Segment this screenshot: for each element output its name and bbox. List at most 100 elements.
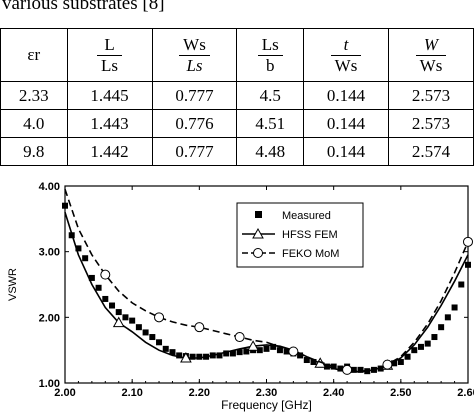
measured-point	[122, 314, 129, 321]
measured-point	[149, 334, 156, 341]
measured-point	[438, 324, 445, 331]
header-ls-over-b: Ls b	[236, 28, 305, 82]
table-caption: various substrates [8]	[2, 0, 165, 14]
measured-point	[189, 353, 196, 360]
table-cell: 0.777	[151, 137, 238, 166]
feko-mom-line	[64, 189, 469, 373]
measured-point	[109, 302, 116, 309]
measured-point	[303, 357, 310, 364]
measured-point	[82, 255, 89, 262]
y-tick-label: 4.00	[39, 181, 60, 193]
table-header-row: εr L Ls Ws Ls Ls b t Ws W Ws	[0, 28, 474, 82]
table-cell: 0.144	[303, 109, 389, 138]
measured-point	[391, 360, 398, 367]
measured-point	[162, 345, 169, 352]
measured-point	[404, 353, 411, 360]
header-t-over-ws: t Ws	[303, 28, 389, 82]
y-tick-label: 3.00	[39, 247, 60, 259]
measured-point	[263, 345, 270, 352]
table-cell: 1.443	[66, 109, 153, 138]
hfss-fem-marker	[247, 340, 259, 351]
parameters-table: εr L Ls Ws Ls Ls b t Ws W Ws 2.33 1.445 0.777…	[0, 28, 474, 166]
feko-mom-marker	[100, 269, 111, 280]
table-cell: 2.573	[387, 109, 474, 138]
measured-point	[297, 352, 304, 359]
feko-mom-marker	[154, 312, 165, 323]
axis-ticks: 2.002.102.202.302.402.502.601.002.003.00…	[39, 181, 474, 399]
header-l-over-ls: L Ls	[66, 28, 153, 82]
x-tick-label: 2.20	[189, 387, 210, 399]
measured-point	[270, 343, 277, 350]
x-tick-label: 2.10	[121, 387, 142, 399]
table-cell: 4.48	[236, 137, 305, 166]
hfss-fem-line	[64, 212, 469, 373]
measured-point	[75, 245, 82, 252]
measured-point	[142, 329, 149, 336]
table-cell: 0.144	[303, 137, 389, 166]
hfss-fem-marker	[180, 352, 192, 363]
measured-point	[310, 358, 317, 365]
table-cell: 2.573	[387, 81, 474, 110]
measured-point	[129, 317, 136, 324]
measured-point	[377, 365, 384, 372]
table-row: 4.0 1.443 0.776 4.51 0.144 2.573	[0, 109, 474, 138]
measured-point	[397, 358, 404, 365]
table-cell: 2.33	[0, 81, 68, 110]
measured-point	[424, 340, 431, 347]
hfss-fem-marker	[112, 316, 125, 328]
measured-point	[169, 349, 176, 356]
legend-triangle-icon	[252, 227, 264, 239]
x-tick-label: 2.40	[323, 387, 344, 399]
measured-point	[223, 350, 230, 357]
measured-point	[357, 366, 364, 373]
measured-point	[62, 202, 68, 209]
y-tick-label: 1.00	[39, 378, 60, 390]
table-cell: 4.5	[236, 81, 305, 110]
measured-point	[95, 284, 102, 291]
measured-point	[135, 324, 142, 331]
legend-label: FEKO MoM	[282, 248, 339, 260]
table-cell: 1.442	[66, 137, 153, 166]
measured-point	[88, 274, 95, 281]
measured-point	[243, 348, 250, 355]
table-cell: 1.445	[66, 81, 153, 110]
measured-point	[229, 350, 236, 357]
legend: Measured HFSS FEM FEKO MoM	[236, 202, 364, 268]
feko-mom-marker	[382, 359, 393, 370]
table-cell: 0.776	[151, 109, 238, 138]
header-epsilon: εr	[0, 28, 68, 82]
measured-point	[176, 352, 183, 359]
measured-point	[216, 352, 223, 359]
measured-point	[283, 348, 290, 355]
feko-mom-marker	[288, 346, 299, 357]
feko-mom-marker	[463, 236, 473, 247]
x-tick-label: 2.60	[457, 387, 474, 399]
feko-mom-marker	[342, 364, 353, 375]
x-axis-label: Frequency [GHz]	[221, 398, 312, 412]
legend-label: Measured	[282, 210, 331, 222]
measured-point	[444, 314, 451, 321]
y-tick-label: 2.00	[39, 312, 60, 324]
header-ws-over-ls: Ws Ls	[151, 28, 238, 82]
y-axis-label: VSWR	[7, 268, 19, 301]
table-cell: 4.51	[236, 109, 305, 138]
feko-mom-marker	[234, 332, 245, 343]
measured-point	[411, 347, 418, 354]
table-cell: 0.777	[151, 81, 238, 110]
x-tick-label: 2.00	[54, 387, 75, 399]
table-cell: 0.144	[303, 81, 389, 110]
table-cell: 2.574	[387, 137, 474, 166]
measured-point	[256, 347, 263, 354]
legend-square-icon	[255, 211, 262, 218]
measured-point	[417, 343, 424, 350]
measured-point	[156, 339, 163, 346]
measured-point	[276, 347, 283, 354]
measured-point	[102, 295, 109, 302]
table-row: 9.8 1.442 0.777 4.48 0.144 2.574	[0, 137, 474, 166]
vswr-chart: 2.002.102.202.302.402.502.601.002.003.00…	[7, 181, 474, 412]
x-tick-label: 2.50	[390, 387, 411, 399]
x-tick-label: 2.30	[256, 387, 277, 399]
table-row: 2.33 1.445 0.777 4.5 0.144 2.573	[0, 81, 474, 110]
table-cell: 4.0	[0, 109, 68, 138]
table-cell: 9.8	[0, 137, 68, 166]
